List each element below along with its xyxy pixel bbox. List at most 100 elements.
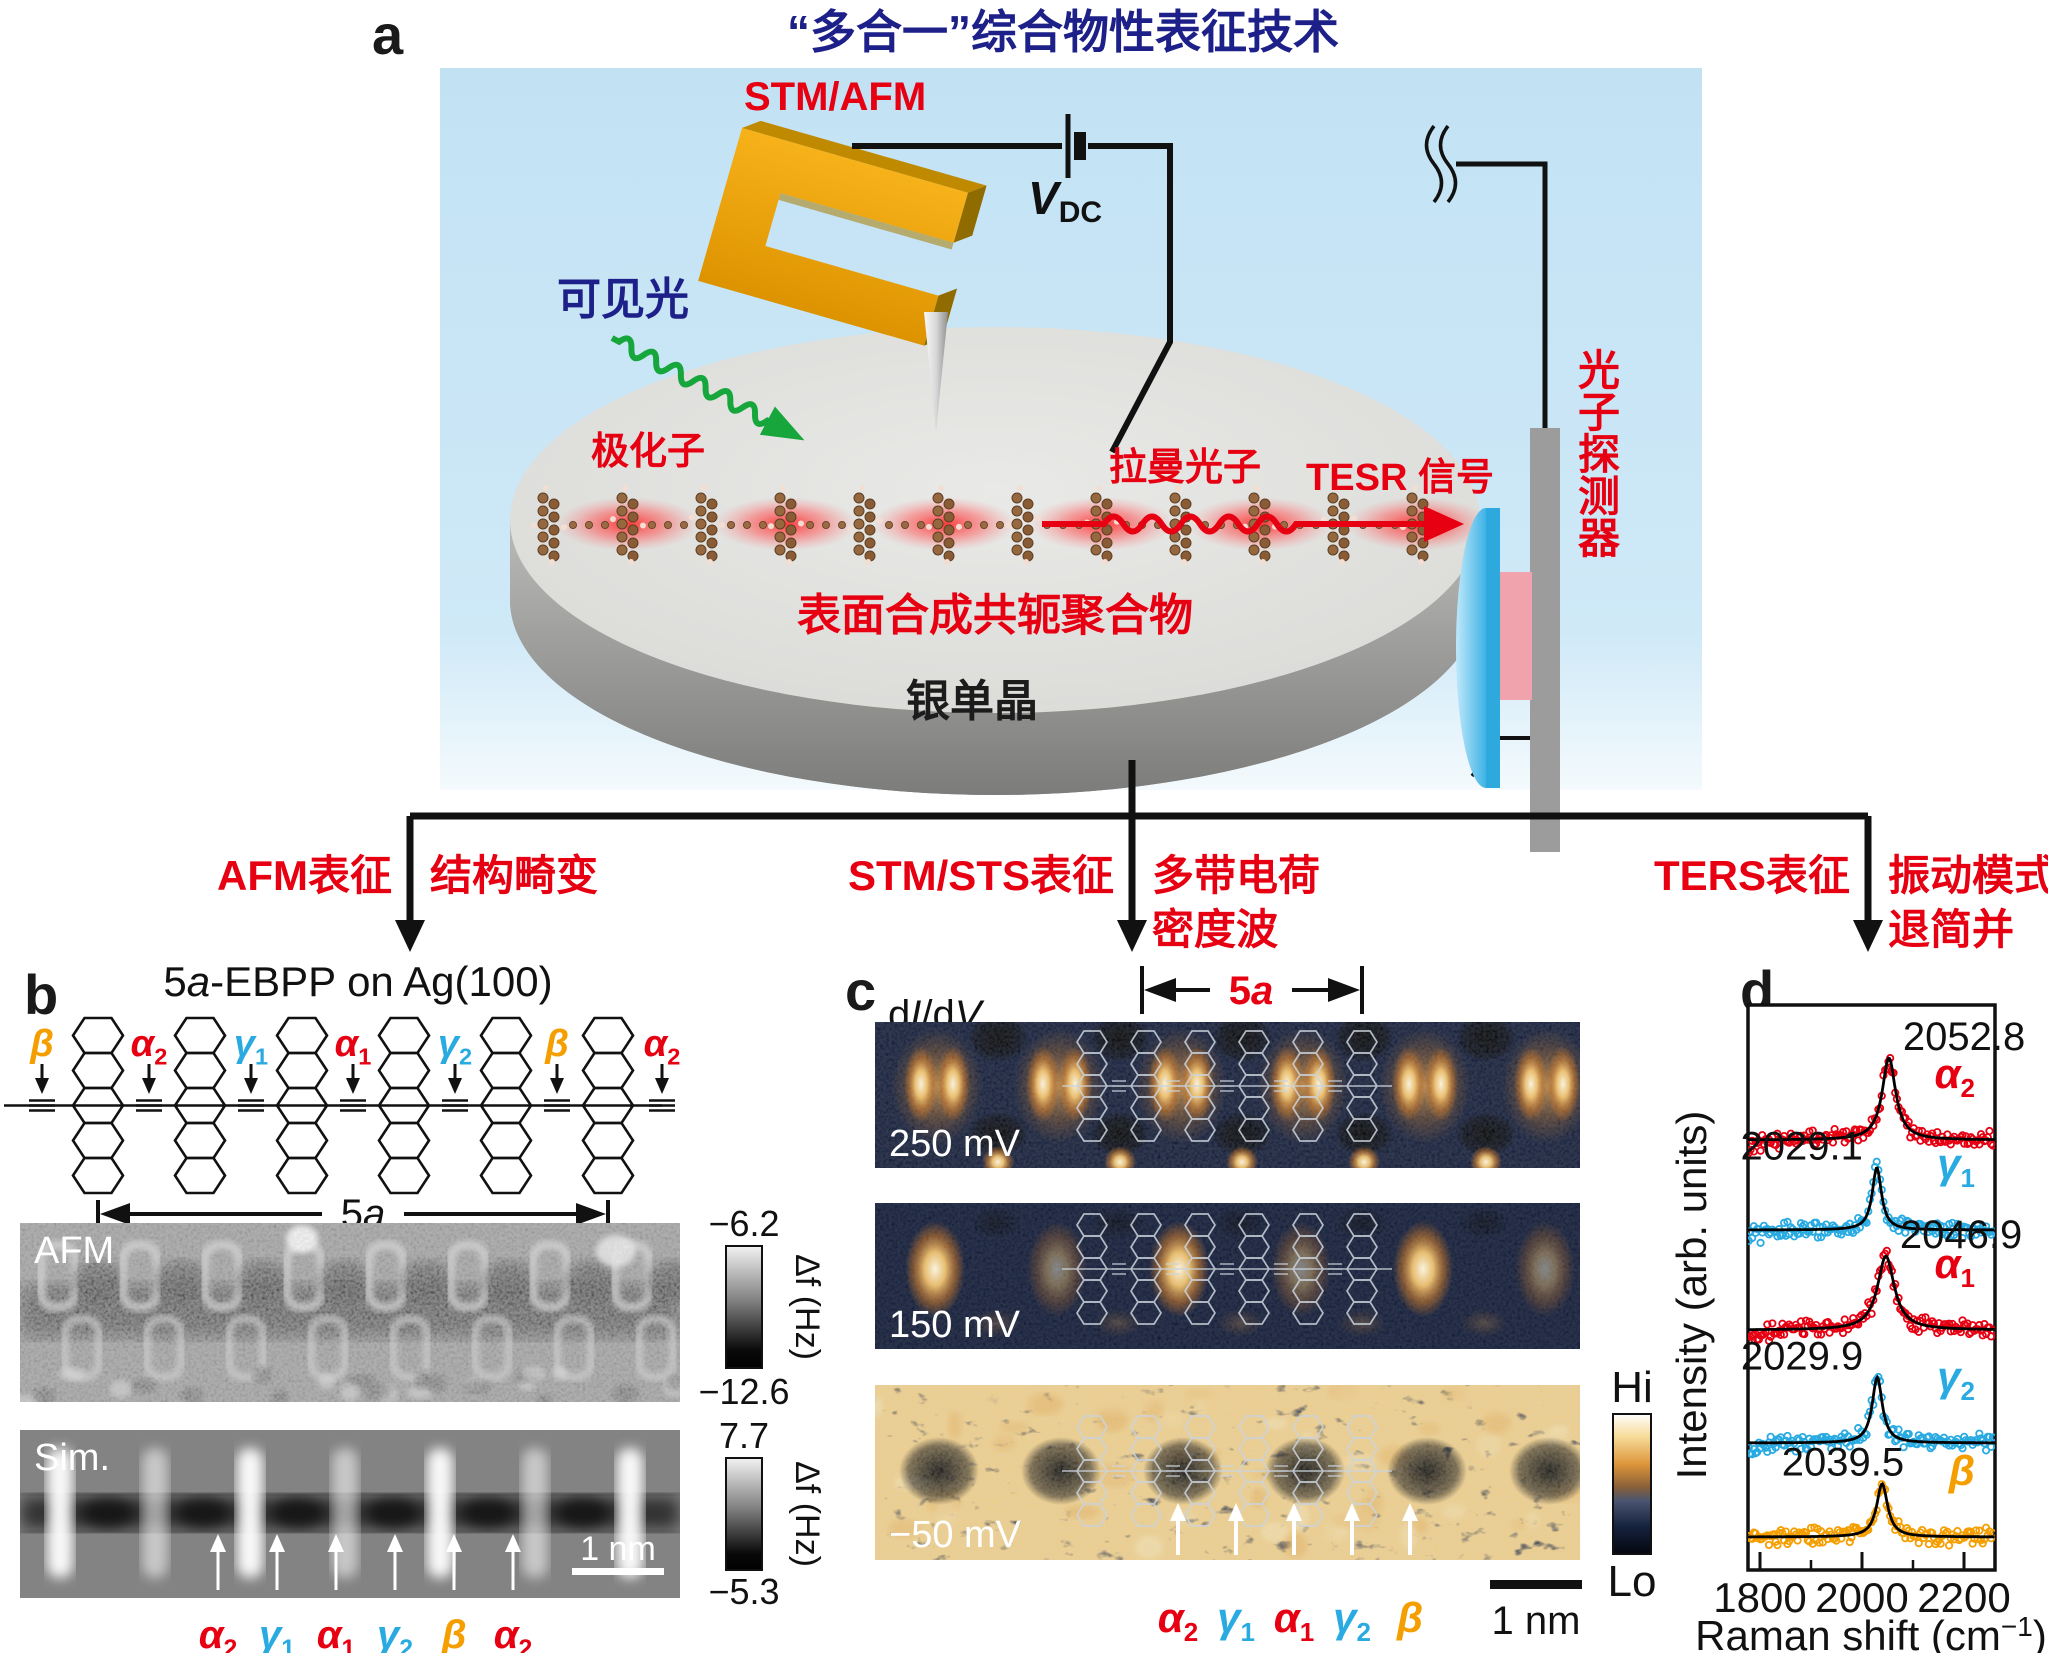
sim-mode-label-0: α2 <box>199 1613 238 1653</box>
span-arrowhead-left <box>1144 978 1176 1002</box>
raman-curves <box>1748 1054 1995 1550</box>
visible-light-label: 可见光 <box>557 275 689 324</box>
data-point <box>1815 1538 1824 1547</box>
atom <box>1338 498 1350 510</box>
acene-ring <box>1237 1301 1271 1325</box>
acene-ring <box>275 1016 329 1055</box>
atom <box>1327 531 1339 543</box>
atom <box>1090 544 1102 556</box>
atom <box>706 498 718 510</box>
atom-h <box>1096 485 1102 491</box>
raman-mode-label-3: γ2 <box>1937 1353 1975 1406</box>
acene-ring <box>1129 1503 1163 1527</box>
data-point <box>1966 1527 1976 1537</box>
atom <box>616 492 628 504</box>
panel-c: c dI/dV 5a 250 mV 150 mV −50 mV α2 γ1 α1 γ2… <box>845 959 1656 1647</box>
acene-ring <box>71 1121 125 1160</box>
atom <box>627 498 639 510</box>
atom-h <box>1339 559 1345 565</box>
backbone-atom <box>917 521 926 530</box>
silver-disk-bottom-arc <box>510 525 1480 795</box>
acene-ring <box>1075 1301 1109 1325</box>
scalebar-b-label: 1 nm <box>580 1530 656 1568</box>
atom <box>932 518 944 530</box>
atom <box>853 505 865 517</box>
atom-h <box>768 523 774 530</box>
backbone-atom <box>838 521 847 530</box>
x-tick-label: 1800 <box>1713 1574 1806 1621</box>
atom <box>548 524 560 536</box>
atom <box>1022 511 1034 523</box>
backbone-atom <box>585 521 594 530</box>
atom <box>774 505 786 517</box>
photon-detector-bar <box>1530 428 1560 852</box>
raman-ylabel: Intensity (arb. units) <box>1668 1111 1715 1480</box>
atom <box>1101 537 1113 549</box>
site-arrowhead <box>655 1078 669 1094</box>
atom-h <box>1017 485 1023 491</box>
backbone-atom <box>885 521 894 530</box>
panel-b-title: 5a-EBPP on Ag(100) <box>163 958 552 1005</box>
arrowhead <box>759 406 805 441</box>
bias-circuit <box>852 114 1173 454</box>
backbone-atom <box>759 521 768 530</box>
backbone-atom <box>901 521 910 530</box>
lens-icon <box>1456 508 1486 788</box>
atom <box>537 531 549 543</box>
atom <box>853 492 865 504</box>
atom <box>548 537 560 549</box>
data-point <box>1971 1526 1981 1535</box>
raman-photon-arrow <box>1042 506 1464 542</box>
data-point <box>1756 1238 1765 1247</box>
didv-mode-label-4: β <box>1396 1594 1423 1641</box>
site-arrowhead <box>244 1078 258 1094</box>
data-point <box>1882 1246 1891 1256</box>
didv-colorbar <box>1612 1413 1652 1555</box>
atom <box>1011 544 1023 556</box>
blob-faint <box>1582 1309 1630 1337</box>
atom <box>774 544 786 556</box>
sim-bright-column <box>47 1448 73 1578</box>
acene-ring <box>1129 1118 1163 1142</box>
atom-h <box>719 522 725 529</box>
branch-method-label: TERS表征 <box>1654 852 1850 899</box>
site-label-6: α2 <box>644 1023 681 1069</box>
acene-ring <box>581 1051 635 1090</box>
polymer-unit <box>531 485 567 565</box>
data-point <box>1800 1329 1809 1339</box>
map-bias-label: 150 mV <box>889 1304 1021 1346</box>
sim-bright-column <box>617 1448 643 1578</box>
atom-h <box>926 523 932 530</box>
atom <box>695 544 707 556</box>
atom <box>1022 498 1034 510</box>
atom <box>1090 505 1102 517</box>
atom <box>943 498 955 510</box>
acene-ring <box>1129 1301 1163 1325</box>
sim-colorbar <box>725 1457 763 1571</box>
panel-a: a “多合一”综合物性表征技术 STM/AFM VDC <box>372 3 1702 852</box>
peak-value-label: 2046.9 <box>1900 1213 2022 1257</box>
afm-image: AFM <box>20 1223 680 1402</box>
atom <box>537 492 549 504</box>
atom <box>616 505 628 517</box>
site-arrowhead <box>346 1078 360 1094</box>
branch-arrowhead <box>1853 920 1883 952</box>
atom <box>785 524 797 536</box>
atom <box>1090 492 1102 504</box>
acene-ring <box>581 1156 635 1195</box>
data-point <box>1796 1317 1806 1326</box>
pointer-arrowhead <box>1228 1503 1244 1521</box>
acene-ring <box>1075 1118 1109 1142</box>
data-point <box>1907 1324 1917 1333</box>
atom <box>1169 492 1181 504</box>
atom <box>1180 498 1192 510</box>
pointer-arrowhead <box>1344 1503 1360 1521</box>
blob-dark <box>1578 1029 1580 1047</box>
didv-map-150mV: 150 mV <box>875 1203 1630 1349</box>
backbone-atom <box>743 521 752 530</box>
atom <box>695 531 707 543</box>
data-point <box>1813 1330 1822 1339</box>
data-point <box>1808 1126 1817 1135</box>
didv-map-neg50mV: −50 mV <box>875 1385 1580 1560</box>
